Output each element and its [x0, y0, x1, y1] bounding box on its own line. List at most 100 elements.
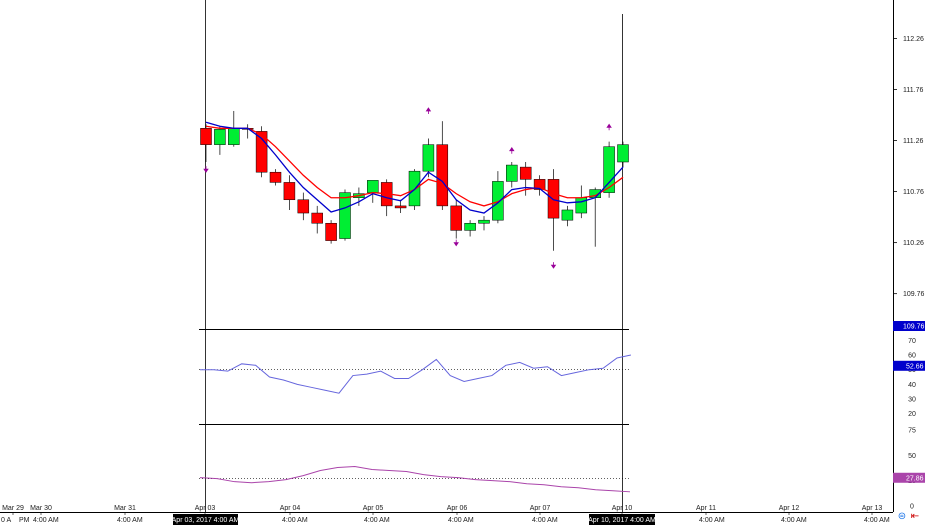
candle-body: [214, 129, 226, 145]
candle-body: [269, 171, 282, 183]
candle: [450, 199, 462, 239]
time-badge-end-label: Apr 10, 2017 4:00 AM: [588, 517, 656, 524]
x-day-label: Apr 07: [530, 505, 551, 512]
x-day-label: Mar 29: [2, 505, 24, 512]
candle-body: [325, 222, 337, 241]
x-day-label: Apr 06: [447, 505, 468, 512]
x-day-label: Mar 30: [30, 505, 52, 512]
price-tick-label: 112.26: [903, 36, 924, 43]
candle-body: [339, 192, 351, 239]
x-time-label: 4:00 AM: [532, 517, 558, 524]
price-badge: [893, 321, 925, 331]
arrow-up-icon: [509, 147, 515, 154]
link-icon[interactable]: ⊜: [897, 511, 907, 522]
rsi-tick-label: 70: [908, 338, 916, 345]
candle-body: [561, 209, 574, 221]
candle-body: [519, 166, 532, 180]
x-time-label: 4:00 AM: [282, 517, 308, 524]
candle: [325, 220, 337, 244]
price-tick-label: 109.76: [903, 291, 925, 298]
candle: [436, 121, 449, 210]
stoch-badge: [893, 472, 925, 483]
rsi-tick-label: 60: [908, 353, 916, 360]
price-badge-label: 109.76: [903, 324, 925, 331]
time-badge-start: [173, 514, 238, 525]
x-time-label: 4:00 AM: [699, 517, 725, 524]
rsi-panel: [199, 354, 632, 394]
price-panel: [200, 107, 629, 269]
x-time-label: 4:00 AM: [448, 517, 474, 524]
candle: [297, 192, 310, 221]
candle: [478, 216, 490, 231]
x-day-label: Apr 12: [779, 505, 800, 512]
moving-average-fast: [205, 121, 624, 214]
arrow-down-icon: [203, 166, 209, 173]
candle: [506, 162, 518, 188]
candle-body: [617, 144, 629, 163]
candle-body: [297, 199, 310, 214]
candle: [394, 199, 407, 214]
candle-body: [228, 128, 240, 145]
candle: [367, 180, 379, 203]
candle-body: [464, 222, 476, 231]
candle-body: [603, 146, 615, 193]
price-tick-label: 111.76: [903, 87, 923, 94]
candle: [214, 126, 226, 155]
rsi-tick-label: 40: [908, 382, 916, 389]
candle-body: [547, 179, 560, 219]
candle: [311, 205, 323, 234]
candle: [561, 205, 574, 227]
candle: [283, 175, 296, 210]
x-day-label: Apr 05: [363, 505, 384, 512]
candle: [269, 169, 282, 186]
candle: [200, 124, 212, 162]
stochastic-line: [199, 465, 631, 493]
candle-body: [450, 205, 462, 231]
rsi-line: [200, 354, 632, 394]
rsi-badge: [893, 360, 925, 371]
stochastic-panel: [199, 465, 631, 493]
candle-body: [367, 180, 379, 193]
candle: [603, 141, 615, 198]
stoch-tick-label: 50: [908, 453, 916, 460]
stoch-tick-label: 75: [908, 428, 916, 435]
x-day-label: Apr 10: [612, 505, 633, 512]
axes: 112.26 111.76 111.26 110.76 110.26 109.76 109.…: [1, 36, 925, 525]
x-day-label: Apr 04: [280, 505, 301, 512]
candle-body: [492, 181, 504, 221]
x-day-label: Mar 31: [114, 505, 136, 512]
candle: [464, 220, 476, 237]
stoch-tick-label: 0: [910, 504, 914, 511]
x-time-label: 4:00 AM: [33, 517, 59, 524]
x-day-label: Apr 11: [696, 505, 716, 512]
arrow-up-icon: [606, 123, 612, 131]
stoch-badge-label: 27.86: [906, 475, 924, 482]
arrow-up-icon: [425, 107, 432, 114]
candle: [617, 141, 629, 168]
time-badge-end: [589, 514, 655, 525]
x-time-label: 4:00 AM: [117, 517, 143, 524]
x-day-label: Apr 13: [862, 505, 883, 512]
candle: [492, 171, 504, 224]
candle-body: [533, 179, 546, 190]
candle-body: [436, 144, 449, 207]
x-time-label: PM: [19, 517, 30, 524]
candle: [533, 175, 546, 196]
price-tick-label: 110.26: [903, 240, 924, 247]
rsi-tick-label: 30: [908, 397, 916, 404]
candle: [547, 169, 560, 251]
time-badge-start-label: Apr 03, 2017 4:00 AM: [172, 517, 240, 524]
x-time-label: 0 A: [1, 517, 11, 524]
price-tick-label: 111.26: [903, 138, 923, 145]
x-day-label: Apr 03: [195, 505, 216, 512]
x-time-label: 4:00 AM: [781, 517, 807, 524]
frame: [0, 0, 894, 513]
arrow-down-icon: [550, 262, 557, 269]
rsi-badge-label: 52.66: [906, 363, 924, 370]
arrow-down-icon: [453, 239, 459, 247]
candle-body: [478, 219, 490, 224]
candle-body: [506, 164, 518, 182]
close-icon[interactable]: ⇤: [910, 511, 920, 522]
rsi-tick-label: 20: [908, 411, 916, 418]
